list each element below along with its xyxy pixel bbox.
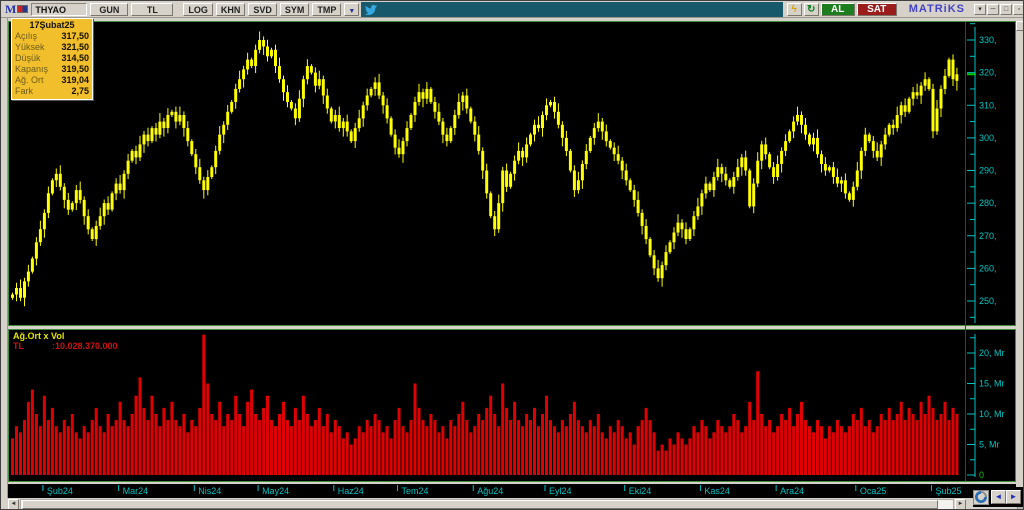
info-row-high: Yüksek 321,50 [15,42,89,52]
volume-pane[interactable] [8,329,1016,482]
info-row-diff: Fark 2,75 [15,86,89,96]
left-window-border [1,18,8,509]
chart-nav-cluster: ◄ ► [973,487,1023,507]
scroll-left-button[interactable]: ◄ [8,499,19,509]
scroll-right-button[interactable]: ► [955,499,966,509]
tmp-button[interactable]: TMP [312,2,342,16]
buy-button[interactable]: AL [820,2,855,16]
toolbar: M THYAO GUN TL LOG KHN SVD SYM TMP ▼ ϟ ↻… [1,1,1023,18]
time-axis[interactable] [8,484,1016,498]
chevron-down-icon[interactable]: ▼ [344,2,360,16]
period-button[interactable]: GUN [90,2,129,16]
window-menu-button[interactable]: ▾ [974,3,986,15]
info-row-open: Açılış 317,50 [15,31,89,41]
price-info-box: 17Şubat25 Açılış 317,50 Yüksek 321,50 Dü… [11,18,93,100]
minimize-button[interactable]: ─ [987,3,999,15]
symbol-flag-icon [17,5,29,13]
info-row-low: Düşük 314,50 [15,53,89,63]
matriks-brand-label: MATRiKS [908,3,965,15]
app-logo-icon: M [5,1,17,16]
info-date: 17Şubat25 [29,20,75,30]
khn-button[interactable]: KHN [215,2,246,16]
price-pane[interactable] [8,21,1016,326]
matriks-logo-icon[interactable] [973,489,989,505]
info-row-avg: Ağ. Ort 319,04 [15,75,89,85]
nav-left-button[interactable]: ◄ [991,490,1006,504]
sym-button[interactable]: SYM [279,2,310,16]
log-button[interactable]: LOG [183,2,213,16]
horizontal-scrollbar[interactable] [20,499,954,509]
refresh-icon[interactable]: ↻ [803,2,819,16]
window-title-area [361,1,783,17]
close-button[interactable]: ▫ [1013,3,1023,15]
volume-pane-title: Ağ.Ort x Vol [13,331,65,341]
axis-scroll-button[interactable] [1016,21,1023,31]
lightning-icon[interactable]: ϟ [786,2,802,16]
bottom-bar: ◄ ► [1,498,1023,509]
currency-button[interactable]: TL [131,2,174,16]
scrollbar-thumb[interactable] [22,500,938,509]
twitter-icon[interactable] [364,4,377,15]
info-row-close: Kapanış 319,50 [15,64,89,74]
nav-right-button[interactable]: ► [1006,490,1021,504]
volume-tl-value: TL :10.028.370.000 [13,341,118,351]
symbol-input[interactable]: THYAO [31,2,88,16]
sell-button[interactable]: SAT [856,2,897,16]
svd-button[interactable]: SVD [248,2,277,16]
restore-button[interactable]: □ [1000,3,1012,15]
